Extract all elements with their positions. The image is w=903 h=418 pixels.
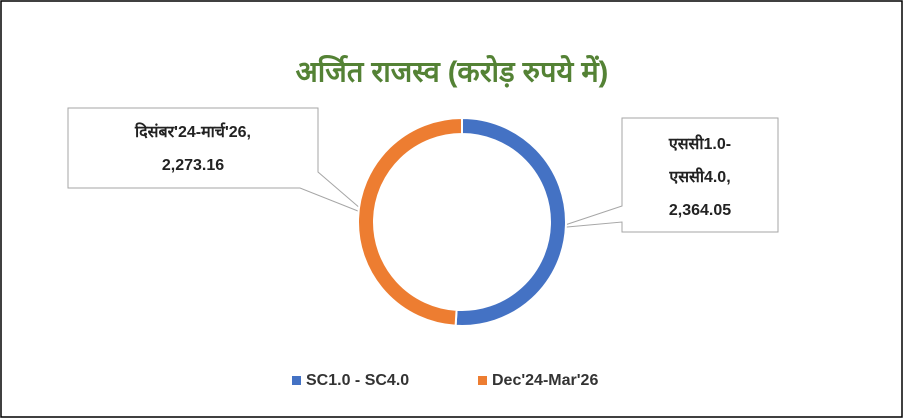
data-label: दिसंबर'24-मार्च'26, 2,273.16: [72, 116, 314, 182]
data-label-value: 2,273.16: [161, 157, 225, 174]
data-label-name: एससी1.0-एससी4.0,: [668, 136, 732, 186]
legend-swatch: [292, 376, 301, 385]
legend-label: SC1.0 - SC4.0: [306, 372, 409, 389]
data-label-name: दिसंबर'24-मार्च'26,: [135, 124, 251, 141]
chart-title: अर्जित राजस्व (करोड़ रुपये में): [296, 55, 609, 89]
donut-slice: [357, 116, 463, 327]
data-label: एससी1.0-एससी4.0, 2,364.05: [630, 128, 770, 227]
legend-swatch: [478, 376, 487, 385]
legend-label: Dec'24-Mar'26: [492, 372, 598, 389]
data-label-value: 2,364.05: [668, 202, 732, 219]
callout-box: [555, 117, 779, 233]
